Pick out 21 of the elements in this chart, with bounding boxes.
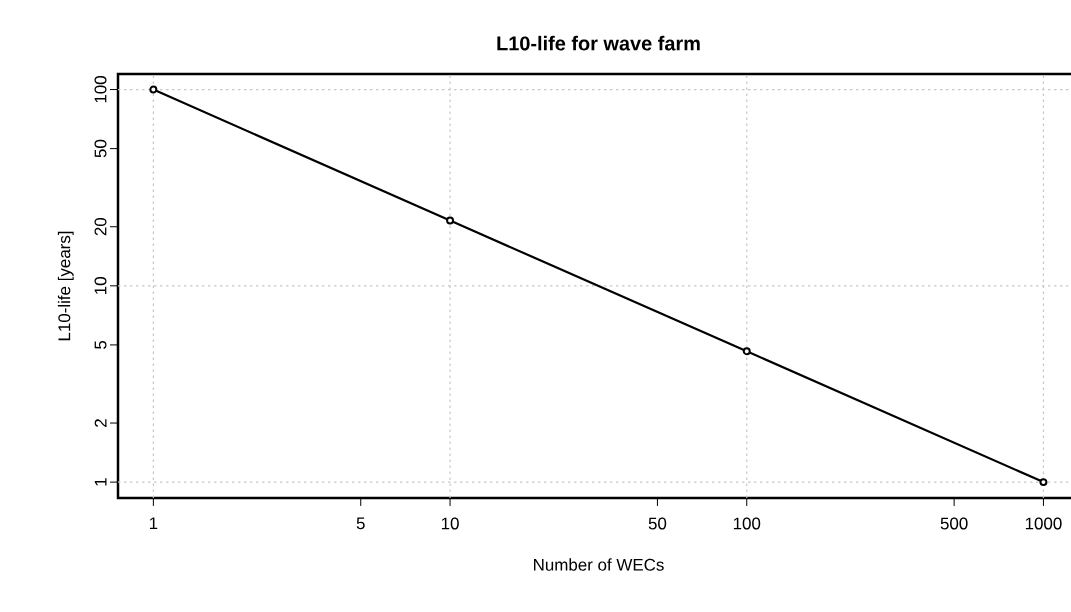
- x-tick-label: 5: [356, 517, 365, 530]
- y-tick-label: 100: [94, 76, 107, 103]
- x-tick-label: 50: [648, 517, 667, 530]
- point: [1039, 478, 1048, 487]
- x-tick-label: 500: [940, 517, 968, 530]
- point: [742, 347, 751, 356]
- point: [149, 85, 158, 94]
- y-tick-label: 20: [94, 217, 107, 236]
- y-tick-label: 50: [94, 139, 107, 158]
- point: [446, 216, 455, 225]
- chart-title: L10-life for wave farm: [497, 35, 700, 51]
- x-tick-label: 1: [149, 517, 158, 530]
- y-tick-label: 2: [94, 419, 107, 427]
- y-axis-title: L10-life [years]: [57, 231, 74, 341]
- y-tick-label: 10: [94, 277, 107, 294]
- x-tick-label: 10: [441, 517, 459, 530]
- y-tick-label: 1: [94, 478, 107, 486]
- x-axis-title: Number of WECs: [534, 558, 664, 571]
- x-tick-label: 1000: [1025, 517, 1062, 530]
- x-tick-label: 100: [733, 517, 761, 530]
- y-tick-label: 5: [94, 340, 107, 349]
